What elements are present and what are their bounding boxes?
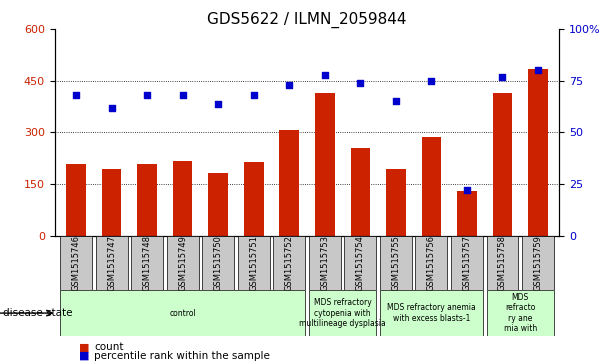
Text: MDS refractory
cytopenia with
multilineage dysplasia: MDS refractory cytopenia with multilinea… <box>299 298 386 328</box>
Bar <box>173 161 192 236</box>
Bar <box>202 236 234 290</box>
Bar <box>167 236 199 290</box>
Bar <box>344 236 376 290</box>
Bar <box>238 236 270 290</box>
Point <box>497 74 507 79</box>
Text: GSM1515748: GSM1515748 <box>143 235 151 291</box>
Bar <box>60 236 92 290</box>
Point <box>462 188 472 193</box>
Bar <box>422 137 441 236</box>
Text: ■: ■ <box>79 342 89 352</box>
Text: GSM1515746: GSM1515746 <box>72 235 80 291</box>
Text: GSM1515755: GSM1515755 <box>392 235 401 291</box>
Text: GSM1515753: GSM1515753 <box>320 235 330 291</box>
Bar <box>522 236 554 290</box>
Point <box>356 80 365 86</box>
Bar <box>451 236 483 290</box>
Bar <box>280 130 299 236</box>
Text: disease state: disease state <box>3 308 72 318</box>
Bar <box>380 236 412 290</box>
Bar <box>457 191 477 236</box>
Bar <box>60 290 305 336</box>
Point <box>213 101 223 106</box>
Bar <box>131 236 163 290</box>
Bar <box>351 148 370 236</box>
Bar <box>415 236 447 290</box>
Text: percentile rank within the sample: percentile rank within the sample <box>94 351 270 361</box>
Bar <box>273 236 305 290</box>
Bar <box>528 69 548 236</box>
Text: GSM1515758: GSM1515758 <box>498 235 507 291</box>
Text: GSM1515754: GSM1515754 <box>356 235 365 291</box>
Text: MDS refractory anemia
with excess blasts-1: MDS refractory anemia with excess blasts… <box>387 303 476 323</box>
Point <box>107 105 117 111</box>
Text: control: control <box>169 309 196 318</box>
Text: GSM1515752: GSM1515752 <box>285 235 294 291</box>
Text: GSM1515747: GSM1515747 <box>107 235 116 291</box>
Text: GSM1515750: GSM1515750 <box>213 235 223 291</box>
Bar <box>209 173 228 236</box>
Point <box>71 92 81 98</box>
Text: ■: ■ <box>79 351 89 361</box>
Bar <box>380 290 483 336</box>
Text: GSM1515757: GSM1515757 <box>463 235 471 291</box>
Text: count: count <box>94 342 124 352</box>
Point <box>391 98 401 105</box>
Point <box>320 72 330 77</box>
Text: GSM1515759: GSM1515759 <box>534 235 542 291</box>
Bar <box>386 169 406 236</box>
Bar <box>492 93 513 236</box>
Point <box>249 92 258 98</box>
Bar <box>137 163 157 236</box>
Title: GDS5622 / ILMN_2059844: GDS5622 / ILMN_2059844 <box>207 12 407 28</box>
Text: MDS
refracto
ry ane
mia with: MDS refracto ry ane mia with <box>503 293 537 333</box>
Point <box>142 92 152 98</box>
Point <box>178 92 187 98</box>
Bar <box>66 163 86 236</box>
Text: GSM1515756: GSM1515756 <box>427 235 436 291</box>
Bar <box>486 290 554 336</box>
Bar <box>309 236 341 290</box>
Bar <box>102 169 122 236</box>
Text: GSM1515749: GSM1515749 <box>178 235 187 291</box>
Bar <box>486 236 519 290</box>
Bar <box>95 236 128 290</box>
Bar <box>315 93 334 236</box>
Point <box>533 68 543 73</box>
Point <box>285 82 294 88</box>
Bar <box>309 290 376 336</box>
Bar <box>244 162 263 236</box>
Text: GSM1515751: GSM1515751 <box>249 235 258 291</box>
Point <box>427 78 437 84</box>
